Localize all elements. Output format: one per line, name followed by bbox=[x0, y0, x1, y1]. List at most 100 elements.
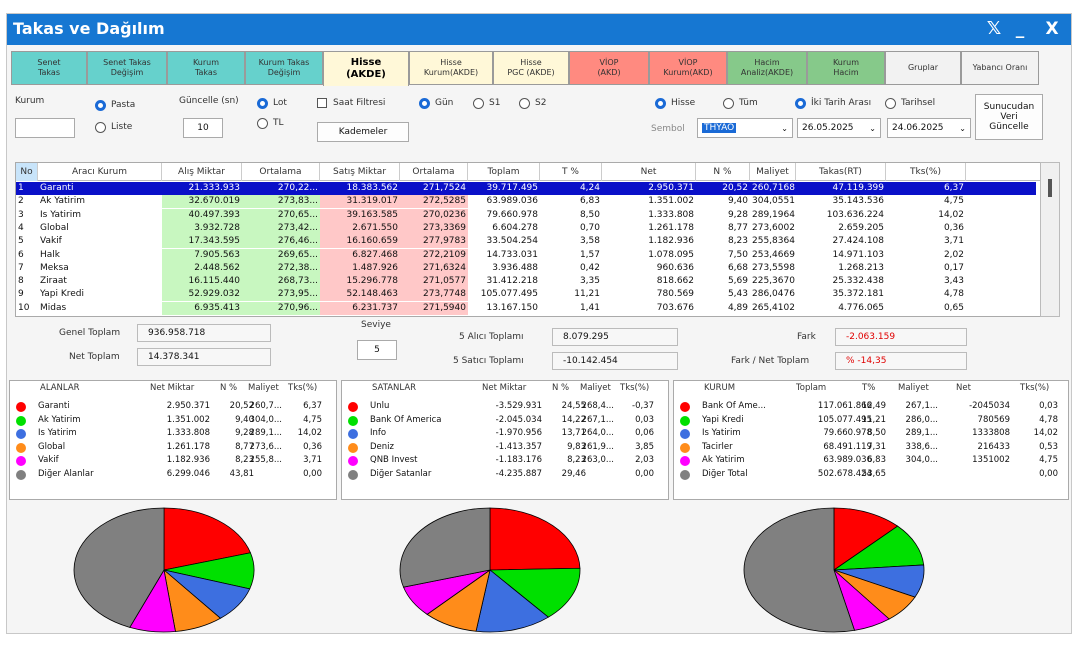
grid-header-cell[interactable]: Ortalama bbox=[400, 163, 468, 181]
grid-scrollbar[interactable] bbox=[1040, 162, 1060, 317]
tarihsel-radio[interactable] bbox=[885, 98, 896, 109]
panel-cell: 0,36 bbox=[303, 441, 322, 452]
legend-dot bbox=[680, 469, 690, 480]
table-row[interactable]: 9 Yapi Kredi 52.929.032 273,95... 52.148.463… bbox=[16, 288, 1036, 302]
panel-cell: 9,28 bbox=[235, 428, 254, 438]
grid-header-cell[interactable]: N % bbox=[696, 163, 750, 181]
tl-radio[interactable] bbox=[257, 118, 268, 129]
panel-cell: 4,78 bbox=[1039, 414, 1058, 425]
table-row[interactable]: 8 Ziraat 16.115.440 268,73... 15.296.778 271,… bbox=[16, 275, 1036, 289]
liste-radio[interactable] bbox=[95, 122, 106, 133]
seviye-input[interactable]: 5 bbox=[357, 340, 397, 360]
table-row[interactable]: 4 Global 3.932.728 273,42... 2.671.550 273,33… bbox=[16, 221, 1036, 235]
grid-header-cell[interactable]: Takas(RT) bbox=[796, 163, 886, 181]
tab-5[interactable]: Hisse (AKDE) bbox=[323, 51, 409, 86]
tab-6[interactable]: Hisse Kurum(AKDE) bbox=[409, 51, 493, 85]
tab-9[interactable]: VİOP Kurum(AKD) bbox=[649, 51, 727, 85]
guncelle-label: Güncelle (sn) bbox=[179, 96, 239, 106]
tab-10[interactable]: Hacim Analiz(AKDE) bbox=[727, 51, 807, 85]
table-cell: 8,50 bbox=[579, 209, 600, 220]
minimize-button[interactable]: _ bbox=[1015, 19, 1025, 39]
tab-7[interactable]: Hisse PGC (AKDE) bbox=[493, 51, 569, 85]
tab-13[interactable]: Yabancı Oranı bbox=[961, 51, 1039, 85]
table-row[interactable]: 5 Vakif 17.343.595 276,46... 16.160.659 277,9… bbox=[16, 235, 1036, 249]
panel-cell: 1.261.178 bbox=[166, 441, 210, 452]
table-row[interactable]: 1 Garanti 21.333.933 270,22... 18.383.562 271… bbox=[16, 182, 1036, 195]
s1-radio[interactable] bbox=[473, 98, 484, 109]
panel-cell: 0,00 bbox=[303, 468, 322, 479]
lot-radio[interactable] bbox=[257, 98, 268, 109]
close-button[interactable]: X bbox=[1045, 19, 1059, 39]
table-cell: 268,73... bbox=[242, 275, 320, 289]
panel-cell: 1351002 bbox=[972, 455, 1010, 465]
hisse-radio[interactable] bbox=[655, 98, 666, 109]
panel-cell: Tacirler bbox=[702, 441, 733, 452]
tab-1[interactable]: Senet Takas bbox=[11, 51, 87, 85]
table-cell: 1,57 bbox=[579, 249, 600, 260]
end-date-picker[interactable]: 24.06.2025 ⌄ bbox=[887, 118, 971, 138]
table-row[interactable]: 10 Midas 6.935.413 270,96... 6.231.737 271,59… bbox=[16, 301, 1036, 315]
table-cell: 6,37 bbox=[943, 183, 964, 193]
guncelle-input[interactable]: 10 bbox=[183, 118, 223, 138]
sunucu-guncelle-button[interactable]: Sunucudan Veri Güncelle bbox=[975, 94, 1043, 140]
kademeler-button[interactable]: Kademeler bbox=[317, 122, 409, 142]
panel-cell: 273,6... bbox=[249, 441, 282, 452]
s2-radio[interactable] bbox=[519, 98, 530, 109]
panel-cell: 0,00 bbox=[1039, 468, 1058, 479]
grid-header: No Aracı Kurum Alış Miktar Ortalama Satış Mi… bbox=[16, 163, 1048, 181]
table-cell: 270,65... bbox=[242, 208, 320, 222]
grid-header-cell[interactable]: Toplam bbox=[468, 163, 540, 181]
tab-12[interactable]: Gruplar bbox=[885, 51, 961, 85]
tab-4[interactable]: Kurum Takas Değişim bbox=[245, 51, 323, 85]
tab-3[interactable]: Kurum Takas bbox=[167, 51, 245, 85]
table-cell: 0,65 bbox=[943, 302, 964, 313]
grid-header-cell[interactable]: Maliyet bbox=[750, 163, 796, 181]
saat-filtresi-checkbox[interactable] bbox=[317, 98, 327, 108]
pasta-radio[interactable] bbox=[95, 100, 106, 111]
grid-header-cell[interactable]: Ortalama bbox=[242, 163, 320, 181]
grid-header-cell[interactable]: No bbox=[16, 163, 38, 181]
table-cell: 7,50 bbox=[727, 249, 748, 260]
table-cell: 253,4669 bbox=[752, 249, 795, 260]
grid-header-cell[interactable]: Aracı Kurum bbox=[38, 163, 162, 181]
table-cell: 0,70 bbox=[579, 222, 600, 233]
grid-header-cell[interactable]: Tks(%) bbox=[886, 163, 966, 181]
x-logo-icon[interactable]: 𝕏 bbox=[986, 18, 1002, 39]
pie-slice bbox=[489, 507, 581, 571]
table-cell: 27.424.108 bbox=[832, 236, 884, 247]
tab-2[interactable]: Senet Takas Değişim bbox=[87, 51, 167, 85]
table-row[interactable]: 6 Halk 7.905.563 269,65... 6.827.468 272,2109… bbox=[16, 248, 1036, 262]
table-row[interactable]: 7 Meksa 2.448.562 272,38... 1.487.926 271,632… bbox=[16, 261, 1036, 275]
table-cell: 16.160.659 bbox=[320, 235, 400, 249]
iki-tarih-radio[interactable] bbox=[795, 98, 806, 109]
grid-header-cell[interactable]: Satış Miktar bbox=[320, 163, 400, 181]
table-cell: 31.412.218 bbox=[486, 276, 538, 287]
table-row[interactable]: 2 Ak Yatirim 32.670.019 273,83... 31.319.017… bbox=[16, 195, 1036, 209]
grid-header-cell[interactable]: Alış Miktar bbox=[162, 163, 242, 181]
kurum-input[interactable] bbox=[15, 118, 75, 138]
table-cell: 105.077.495 bbox=[480, 289, 538, 300]
table-row[interactable]: 3 Is Yatirim 40.497.393 270,65... 39.163.585… bbox=[16, 208, 1036, 222]
gun-radio[interactable] bbox=[419, 98, 430, 109]
panel-cell: 289,1... bbox=[249, 428, 282, 438]
table-cell: 1,41 bbox=[579, 302, 600, 313]
table-cell: 703.676 bbox=[656, 302, 694, 313]
start-date-picker[interactable]: 26.05.2025 ⌄ bbox=[797, 118, 881, 138]
panel-cell: 4,75 bbox=[303, 414, 322, 425]
grid-header-cell[interactable]: Net bbox=[602, 163, 696, 181]
panel-cell: 268,4... bbox=[581, 401, 614, 411]
tab-11[interactable]: Kurum Hacim bbox=[807, 51, 885, 85]
table-cell: 6.827.468 bbox=[320, 248, 400, 262]
tum-radio[interactable] bbox=[723, 98, 734, 109]
panel-cell: 3,85 bbox=[635, 441, 654, 452]
scrollbar-thumb[interactable] bbox=[1048, 179, 1052, 197]
tab-8[interactable]: VİOP (AKD) bbox=[569, 51, 649, 85]
panel-cell: 14,02 bbox=[1033, 428, 1058, 438]
sembol-select[interactable]: THYAO ⌄ bbox=[697, 118, 793, 138]
panel-cell: 14,22 bbox=[561, 414, 586, 425]
pie-slice bbox=[488, 567, 581, 618]
table-cell: 4,24 bbox=[579, 183, 600, 193]
table-cell: 286,0476 bbox=[752, 289, 795, 300]
grid-header-cell[interactable]: T % bbox=[540, 163, 602, 181]
panel-header: Maliyet bbox=[580, 383, 611, 393]
